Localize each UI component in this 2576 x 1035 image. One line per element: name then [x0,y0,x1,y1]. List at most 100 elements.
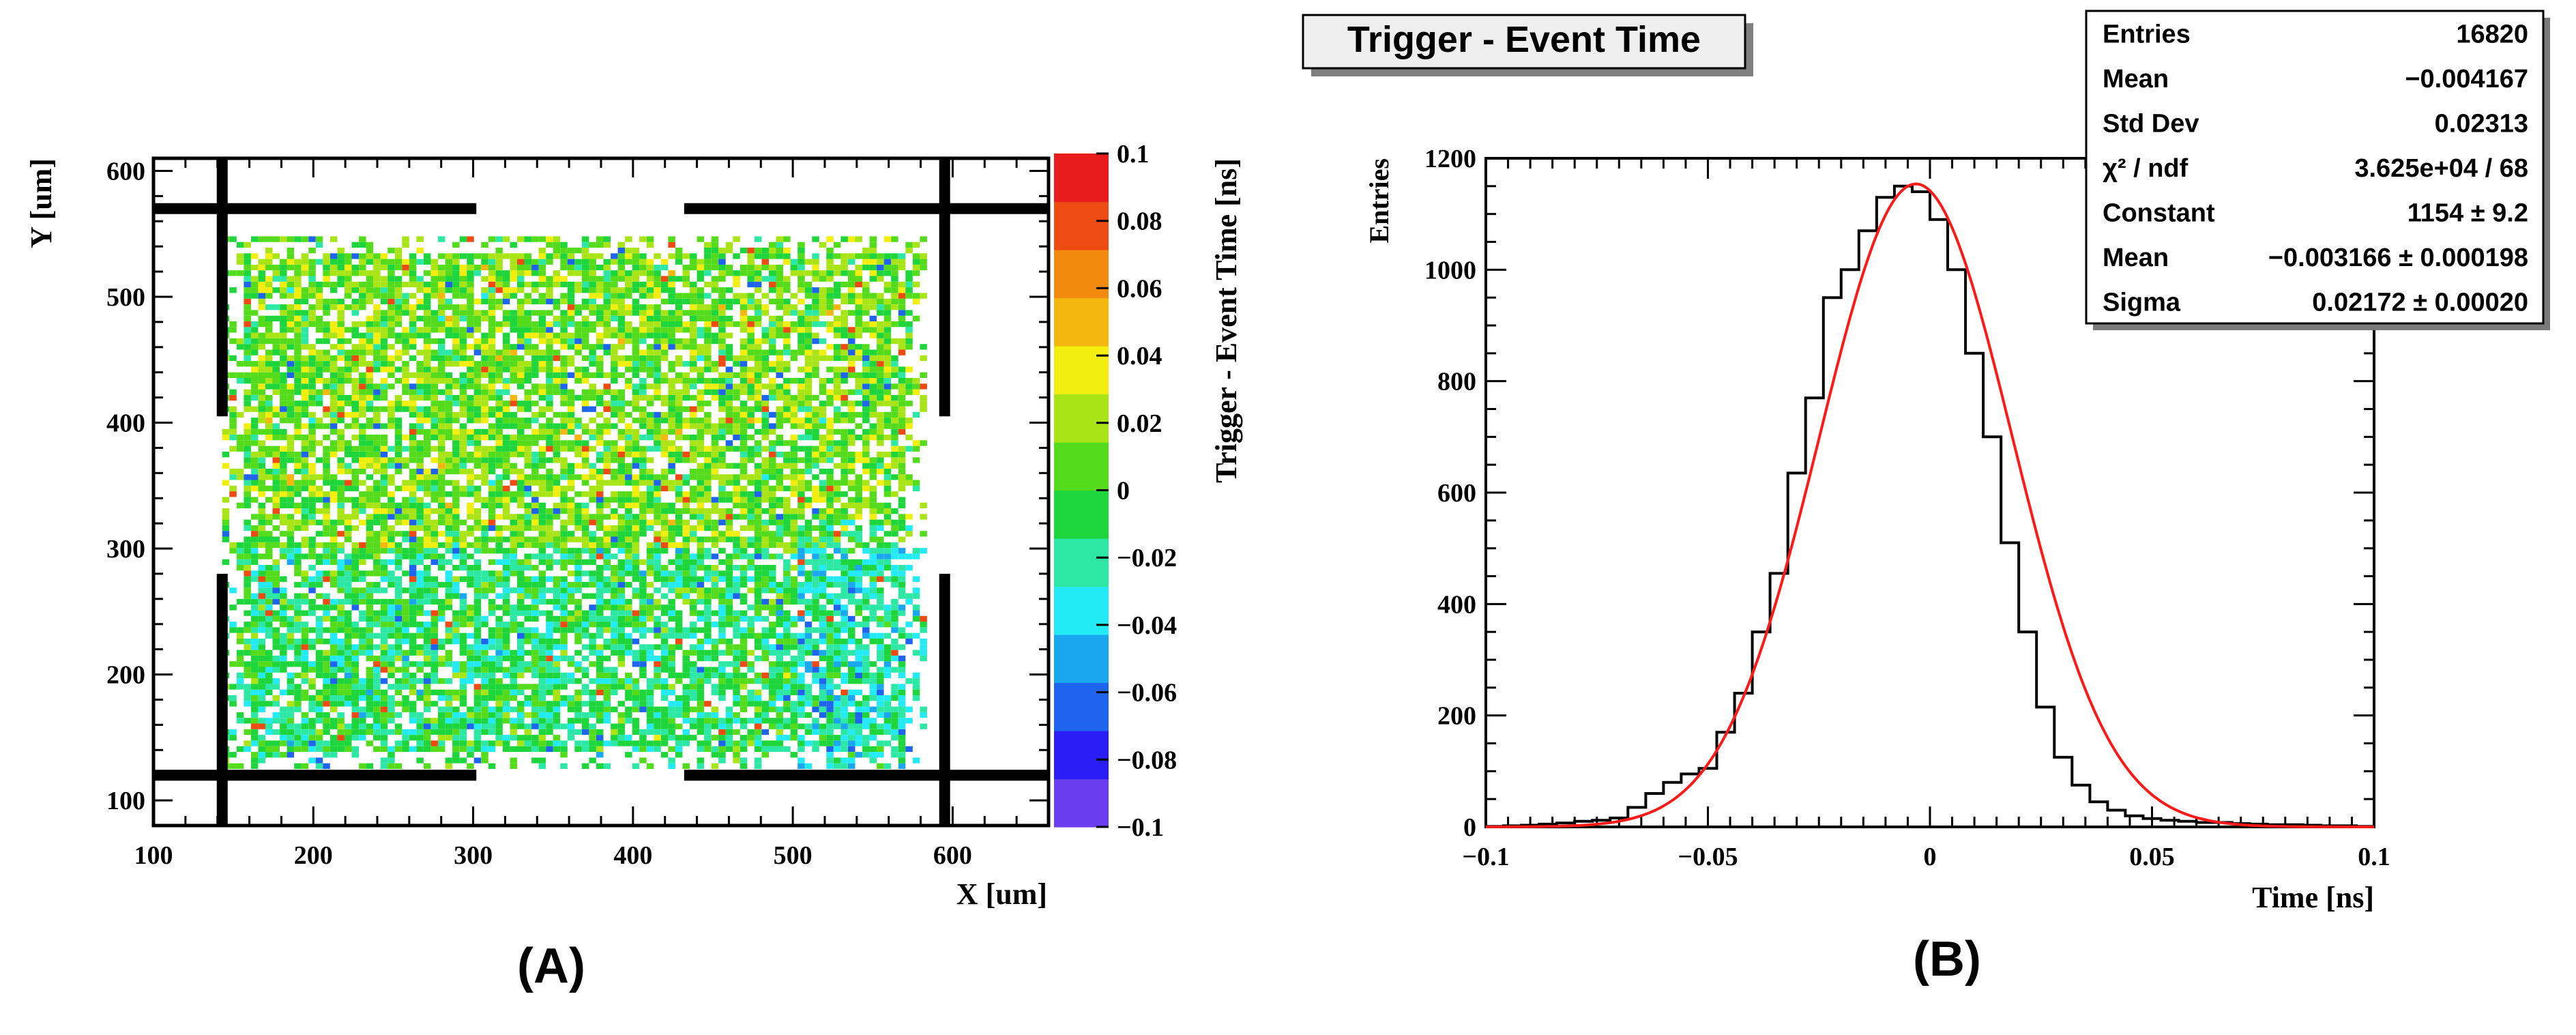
heatmap-cell [718,757,726,763]
heatmap-cell [560,746,568,752]
heatmap-cell [416,593,424,599]
heatmap-cell [272,378,280,384]
heatmap-cell [524,457,531,463]
heatmap-cell [840,525,848,531]
heatmap-cell [603,423,611,429]
heatmap-cell [761,718,769,724]
heatmap-cell [804,639,813,645]
heatmap-cell [725,406,733,412]
heatmap-cell [754,480,762,486]
heatmap-cell [452,622,460,628]
heatmap-cell [308,446,316,452]
heatmap-cell [804,406,813,412]
heatmap-cell [524,474,531,480]
heatmap-cell [560,372,568,378]
heatmap-cell [690,452,697,458]
heatmap-cell [754,497,762,503]
heatmap-cell [632,576,640,582]
heatmap-cell [740,435,748,441]
heatmap-cell [697,559,705,565]
heatmap-cell [668,576,675,582]
heatmap-cell [891,418,898,424]
heatmap-cell [704,740,712,746]
heatmap-cell [740,502,748,508]
heatmap-cell [467,411,474,418]
heatmap-cell [654,587,661,594]
heatmap-cell [294,400,302,407]
heatmap-cell [402,480,409,486]
heatmap-cell [445,457,453,463]
heatmap-cell [877,604,884,611]
heatmap-cell [272,695,280,701]
heatmap-cell [473,695,482,701]
heatmap-cell [538,491,546,497]
heatmap-cell [402,463,409,469]
heatmap-cell [804,542,813,549]
heatmap-cell [445,757,453,763]
heatmap-cell [747,678,755,684]
heatmap-cell [848,457,855,463]
heatmap-cell [265,689,273,695]
heatmap-cell [488,695,496,701]
heatmap-cell [574,548,582,554]
heatmap-cell [258,389,265,395]
heatmap-cell [639,423,647,429]
heatmap-cell [315,763,323,769]
heatmap-cell [718,383,726,390]
heatmap-cell [473,746,482,752]
heatmap-cell [790,684,798,690]
heatmap-cell [833,428,841,435]
heatmap-cell [366,474,374,480]
heatmap-cell [546,684,553,690]
heatmap-cell [632,570,640,577]
heatmap-cell [804,729,813,735]
heatmap-cell [366,514,374,520]
heatmap-cell [244,740,251,746]
heatmap-cell [229,752,237,758]
heatmap-cell [833,559,841,565]
heatmap-cell [330,604,338,611]
heatmap-cell [244,689,251,695]
heatmap-cell [473,559,482,565]
heatmap-cell [912,485,920,492]
heatmap-cell [812,457,819,463]
heatmap-cell [287,446,295,452]
heatmap-cell [668,610,675,616]
heatmap-cell [287,514,295,520]
heatmap-cell [581,570,589,577]
heatmap-cell [308,394,316,401]
heatmap-cell [883,610,892,616]
heatmap-cell [704,667,712,673]
heatmap-cell [617,411,626,418]
heatmap-cell [323,610,330,616]
heatmap-cell [345,632,352,639]
heatmap-cell [812,474,819,480]
heatmap-cell [668,746,675,752]
heatmap-cell [308,497,316,503]
heatmap-cell [337,667,345,673]
heatmap-cell [754,712,762,718]
heatmap-cell [848,440,855,446]
heatmap-cell [308,746,316,752]
heatmap-cell [819,672,827,679]
heatmap-cell [725,559,733,565]
heatmap-cell [776,468,783,475]
heatmap-cell [445,536,453,542]
heatmap-cell [898,418,906,424]
heatmap-cell [869,684,877,690]
heatmap-cell [740,383,748,390]
heatmap-cell [250,418,259,424]
heatmap-cell [740,695,748,701]
heatmap-cell [502,735,510,741]
heatmap-cell [783,508,791,514]
heatmap-cell [819,553,827,559]
heatmap-cell [840,678,848,684]
heatmap-cell [675,610,683,616]
heatmap-cell [761,655,769,662]
heatmap-cell [553,452,561,458]
heatmap-cell [394,723,402,729]
heatmap-cell [452,740,460,746]
heatmap-cell [711,457,719,463]
heatmap-cell [877,536,884,542]
heatmap-cell [517,667,525,673]
